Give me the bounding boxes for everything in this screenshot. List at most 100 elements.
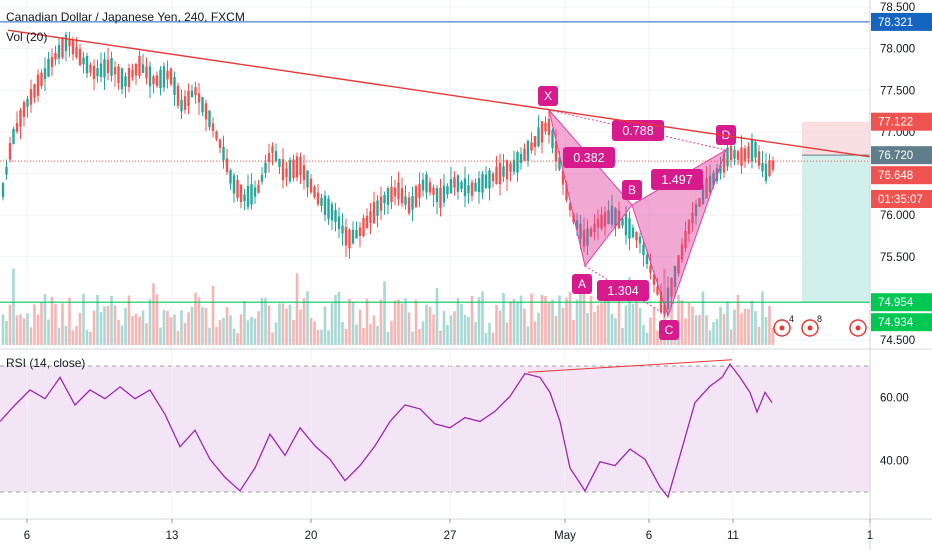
volume-bar — [264, 297, 267, 345]
candle-body — [337, 216, 341, 230]
volume-bar — [29, 327, 33, 345]
volume-bar — [187, 312, 190, 345]
candle-body — [659, 290, 663, 313]
price-label-box — [871, 112, 932, 131]
candle-body — [285, 168, 288, 177]
candle-body — [593, 223, 596, 233]
pattern-point-box — [572, 274, 592, 294]
candle-body — [684, 230, 687, 249]
volume-bar — [764, 317, 768, 345]
candle-body — [159, 69, 162, 89]
candle-body — [43, 68, 47, 79]
volume-bar — [446, 324, 449, 345]
volume-bar — [635, 296, 638, 345]
rsi-line-path — [0, 362, 773, 499]
candle-body — [229, 170, 232, 184]
candle-body — [554, 141, 558, 162]
candle-body — [694, 204, 698, 217]
volume-bar — [113, 305, 117, 345]
candle-body — [341, 225, 344, 234]
time-axis-tick: 13 — [166, 530, 179, 542]
volume-bar — [509, 301, 512, 345]
price-label-text: 01:35:07 — [878, 194, 923, 206]
pattern-point-label: B — [628, 183, 636, 197]
candle-body — [173, 77, 176, 96]
candle-body — [117, 66, 120, 84]
candle-body — [232, 175, 236, 194]
volume-bar — [481, 291, 484, 345]
candle-body — [558, 157, 561, 170]
volume-bar — [740, 313, 743, 345]
time-axis-tick: May — [554, 530, 576, 542]
candle-body — [533, 136, 537, 148]
candle-body — [323, 195, 327, 215]
time-axis-tick: 27 — [444, 530, 457, 542]
candle-body — [176, 85, 180, 106]
price-axis-tick: 78.500 — [880, 2, 915, 14]
candle-body — [106, 59, 110, 74]
volume-bar — [726, 301, 729, 345]
candle-body — [5, 166, 8, 175]
candle-body — [166, 70, 169, 80]
volume-bar — [267, 305, 271, 345]
price-label-text: 76.720 — [878, 150, 913, 162]
rsi-axis-tick: 60.00 — [880, 393, 909, 405]
volume-bar — [12, 268, 15, 345]
candle-body — [670, 278, 673, 297]
volume-bar — [757, 326, 761, 345]
volume-bar — [642, 324, 645, 345]
volume-bar — [316, 330, 320, 345]
candle-body — [673, 265, 677, 288]
candle-body — [376, 200, 379, 216]
position-tool[interactable] — [802, 121, 870, 303]
time-axis[interactable]: 6 13 20 27 May 6 11 1 — [24, 519, 873, 542]
volume-bar — [225, 307, 229, 345]
candle-body — [474, 182, 477, 192]
volume-bar — [442, 311, 446, 345]
volume-bar — [155, 294, 159, 345]
volume-bar — [484, 332, 488, 345]
candle-body — [456, 175, 460, 192]
horizontal-levels[interactable] — [0, 21, 870, 303]
candle-body — [579, 223, 582, 240]
candle-body — [628, 218, 631, 239]
volume-bar — [57, 327, 61, 345]
volume-bar — [232, 328, 236, 345]
candle-body — [722, 153, 726, 173]
volume-bar — [554, 316, 558, 345]
candle-body — [33, 84, 36, 98]
candle-body — [57, 45, 61, 59]
candle-body — [47, 58, 50, 77]
price-label-text: 78.321 — [878, 17, 913, 29]
volume-bar — [320, 329, 323, 345]
candle-body — [50, 57, 54, 67]
candle-body — [362, 217, 365, 236]
rsi-axis[interactable]: 40.00 60.00 — [880, 393, 909, 468]
volume-bar — [110, 295, 113, 345]
candle-body — [498, 162, 502, 185]
candle-body — [134, 63, 138, 76]
volume-bar — [572, 319, 575, 345]
candle-body — [40, 72, 43, 87]
candle-body — [575, 220, 579, 230]
candle-body — [85, 56, 89, 74]
volume-bar — [295, 273, 299, 345]
volume-bar — [372, 315, 376, 345]
candle-body — [442, 185, 446, 203]
volume-bar — [743, 308, 747, 345]
trendlines[interactable] — [7, 29, 871, 158]
candle-body — [705, 177, 708, 199]
volume-bar — [117, 319, 120, 345]
candle-body — [145, 66, 148, 79]
volume-bar — [386, 331, 390, 345]
candle-body — [568, 203, 572, 211]
candle-body — [565, 184, 568, 200]
candle-body — [334, 210, 337, 223]
volume-bar — [355, 324, 358, 345]
candle-body — [127, 67, 131, 88]
volume-bar — [722, 314, 726, 345]
